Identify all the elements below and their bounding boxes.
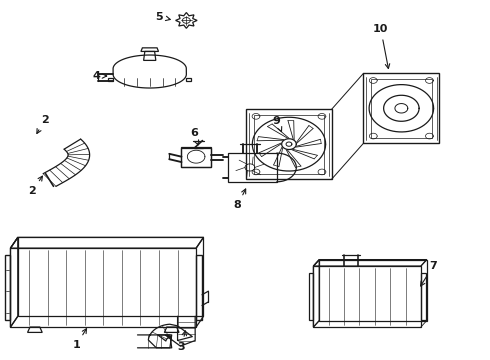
- Text: 2: 2: [37, 114, 49, 134]
- Text: 7: 7: [420, 261, 437, 286]
- Text: 2: 2: [28, 176, 43, 196]
- Text: 3: 3: [178, 331, 187, 352]
- Text: 9: 9: [273, 116, 282, 132]
- Text: 6: 6: [190, 129, 198, 145]
- Text: 8: 8: [234, 189, 245, 210]
- Text: 10: 10: [373, 24, 390, 68]
- Text: 4: 4: [92, 71, 107, 81]
- Text: 1: 1: [73, 329, 87, 350]
- Text: 5: 5: [156, 12, 170, 22]
- Polygon shape: [113, 55, 186, 88]
